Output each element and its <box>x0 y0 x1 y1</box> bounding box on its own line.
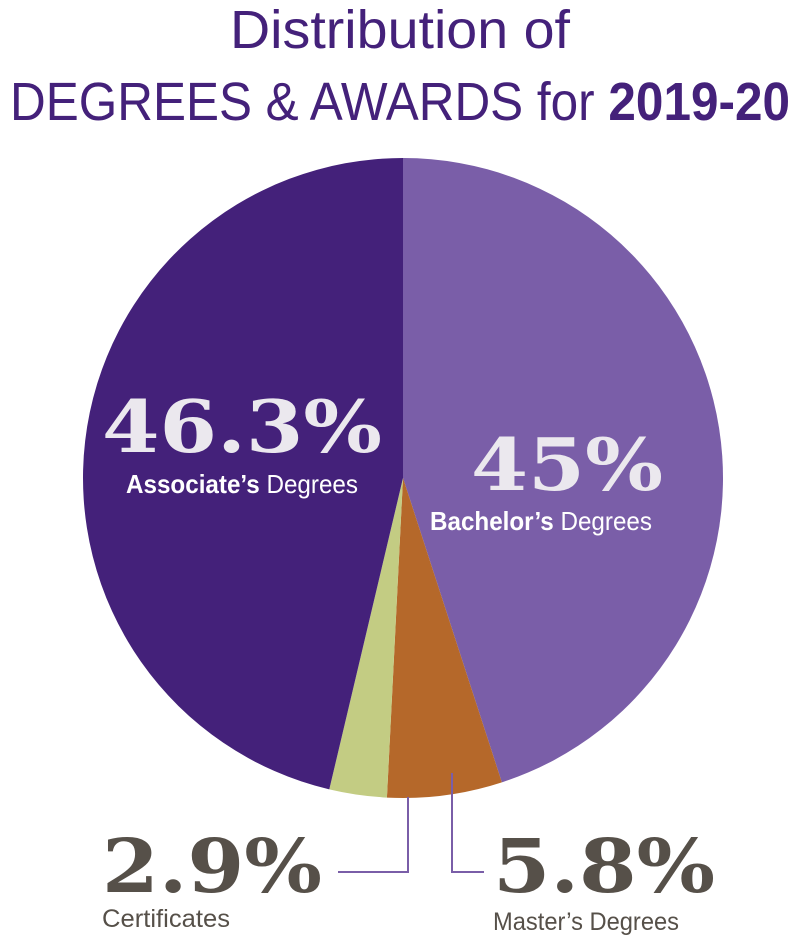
slice-label-associates-rest: Degrees <box>260 469 358 499</box>
pie-slices <box>82 158 724 798</box>
slice-pct-associates: 46.3% <box>102 384 382 469</box>
slice-label-masters: Master’s Degrees <box>493 908 679 936</box>
slice-pct-masters: 5.8% <box>493 824 715 910</box>
slice-label-bachelors: Bachelor’s Degrees <box>430 506 652 536</box>
pie-slice-masters <box>386 478 502 798</box>
pie-slice-bachelors <box>403 158 724 783</box>
slice-pct-bachelors: 45% <box>471 422 663 507</box>
slice-label-bachelors-bold: Bachelor’s <box>430 506 554 536</box>
chart-title-line2: DEGREES & AWARDS for 2019-20 <box>10 72 790 132</box>
chart-title-main: DEGREES & AWARDS for <box>10 72 608 132</box>
pie-slice-certificates <box>329 478 403 798</box>
slice-label-associates-bold: Associate’s <box>126 469 260 499</box>
leader-line-masters <box>451 773 484 873</box>
chart-title-line1: Distribution of <box>230 0 571 60</box>
pie-slice-associates <box>82 158 403 790</box>
leader-line-certificates <box>338 797 409 873</box>
slice-pct-certificates: 2.9% <box>102 824 322 910</box>
chart-title-year: 2019-20 <box>608 72 790 132</box>
slice-label-associates: Associate’s Degrees <box>126 469 358 499</box>
slice-label-certificates: Certificates <box>102 905 230 933</box>
slice-label-bachelors-rest: Degrees <box>554 506 652 536</box>
